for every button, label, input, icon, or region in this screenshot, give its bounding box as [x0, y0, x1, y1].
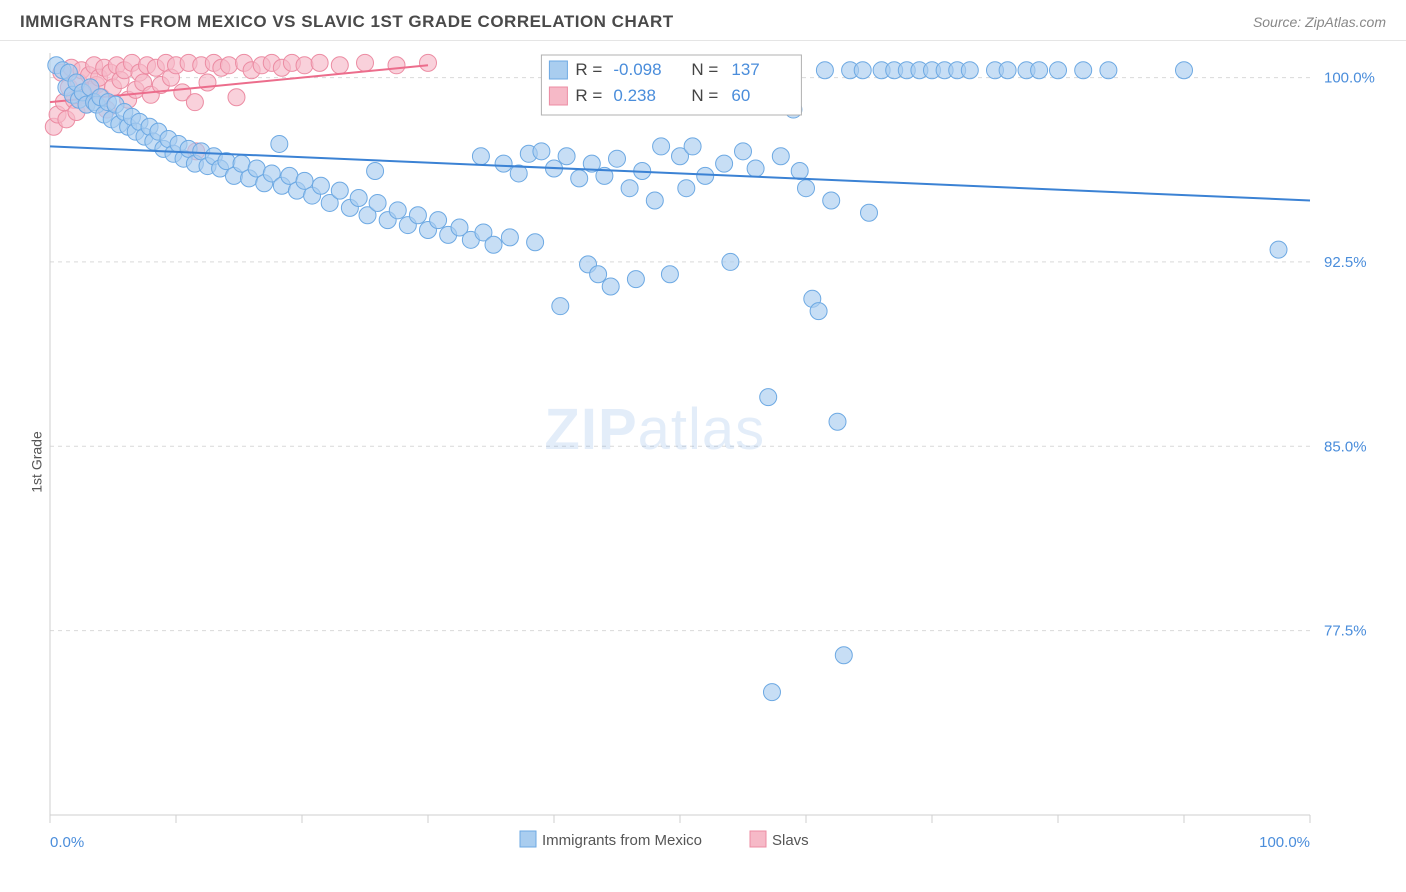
- data-point-mexico: [722, 253, 739, 270]
- data-point-mexico: [716, 155, 733, 172]
- data-point-mexico: [533, 143, 550, 160]
- data-point-mexico: [495, 155, 512, 172]
- data-point-mexico: [1050, 62, 1067, 79]
- data-point-mexico: [760, 389, 777, 406]
- data-point-mexico: [661, 266, 678, 283]
- data-point-mexico: [369, 194, 386, 211]
- data-point-slavs: [331, 57, 348, 74]
- stat-r-value-slavs: 0.238: [613, 86, 656, 105]
- stat-r-label-mexico: R =: [575, 60, 602, 79]
- data-point-mexico: [1031, 62, 1048, 79]
- data-point-mexico: [609, 150, 626, 167]
- data-point-mexico: [835, 647, 852, 664]
- data-point-mexico: [527, 234, 544, 251]
- data-point-mexico: [1270, 241, 1287, 258]
- data-point-slavs: [296, 57, 313, 74]
- data-point-slavs: [228, 89, 245, 106]
- data-point-mexico: [271, 135, 288, 152]
- data-point-mexico: [999, 62, 1016, 79]
- data-point-mexico: [501, 229, 518, 246]
- data-point-mexico: [763, 684, 780, 701]
- data-point-slavs: [186, 94, 203, 111]
- x-tick-label-left: 0.0%: [50, 834, 84, 851]
- data-point-mexico: [823, 192, 840, 209]
- watermark: ZIPatlas: [544, 397, 765, 462]
- legend-label-mexico: Immigrants from Mexico: [542, 832, 702, 849]
- data-point-slavs: [220, 57, 237, 74]
- data-point-slavs: [311, 54, 328, 71]
- chart-source: Source: ZipAtlas.com: [1253, 14, 1386, 30]
- data-point-mexico: [409, 207, 426, 224]
- stat-n-value-mexico: 137: [731, 60, 759, 79]
- y-axis-label: 1st Grade: [29, 431, 45, 492]
- legend-swatch-slavs: [750, 831, 766, 847]
- y-tick-label: 77.5%: [1324, 623, 1367, 640]
- data-point-mexico: [798, 180, 815, 197]
- data-point-mexico: [829, 413, 846, 430]
- data-point-mexico: [678, 180, 695, 197]
- data-point-mexico: [331, 182, 348, 199]
- legend-swatch-mexico: [520, 831, 536, 847]
- data-point-mexico: [472, 148, 489, 165]
- data-point-mexico: [552, 298, 569, 315]
- stat-swatch-mexico: [549, 61, 567, 79]
- data-point-mexico: [810, 303, 827, 320]
- y-tick-label: 92.5%: [1324, 254, 1367, 271]
- data-point-mexico: [747, 160, 764, 177]
- legend-label-slavs: Slavs: [772, 832, 809, 849]
- scatter-chart-svg: 100.0% 92.5% 85.0% 77.5% 0.0% 100.0% ZIPatlas R…: [0, 41, 1406, 883]
- data-point-mexico: [571, 170, 588, 187]
- stat-n-label-slavs: N =: [691, 86, 718, 105]
- stat-r-label-slavs: R =: [575, 86, 602, 105]
- data-point-mexico: [772, 148, 789, 165]
- data-point-mexico: [312, 177, 329, 194]
- stat-n-value-slavs: 60: [731, 86, 750, 105]
- data-point-slavs: [388, 57, 405, 74]
- data-point-mexico: [1100, 62, 1117, 79]
- data-point-mexico: [816, 62, 833, 79]
- chart-area: 1st Grade 100.0%92.5%85.0%77.5%0.0%100.0…: [0, 41, 1406, 883]
- x-tick-label-right: 100.0%: [1259, 834, 1310, 851]
- data-point-mexico: [485, 236, 502, 253]
- data-point-mexico: [350, 190, 367, 207]
- stat-swatch-slavs: [549, 87, 567, 105]
- y-tick-label: 85.0%: [1324, 438, 1367, 455]
- data-point-mexico: [861, 204, 878, 221]
- data-point-mexico: [791, 162, 808, 179]
- data-point-mexico: [430, 212, 447, 229]
- data-point-mexico: [627, 271, 644, 288]
- data-point-mexico: [961, 62, 978, 79]
- y-tick-label: 100.0%: [1324, 70, 1375, 87]
- data-point-mexico: [1075, 62, 1092, 79]
- data-point-slavs: [357, 54, 374, 71]
- data-point-mexico: [697, 167, 714, 184]
- stat-n-label-mexico: N =: [691, 60, 718, 79]
- data-point-slavs: [420, 54, 437, 71]
- data-point-mexico: [558, 148, 575, 165]
- data-point-mexico: [854, 62, 871, 79]
- chart-title: IMMIGRANTS FROM MEXICO VS SLAVIC 1ST GRA…: [20, 12, 674, 32]
- data-point-mexico: [653, 138, 670, 155]
- data-point-mexico: [590, 266, 607, 283]
- data-point-slavs: [199, 74, 216, 91]
- data-point-mexico: [389, 202, 406, 219]
- chart-header: IMMIGRANTS FROM MEXICO VS SLAVIC 1ST GRA…: [0, 0, 1406, 41]
- data-point-mexico: [684, 138, 701, 155]
- stat-r-value-mexico: -0.098: [613, 60, 661, 79]
- data-point-mexico: [1176, 62, 1193, 79]
- data-point-mexico: [602, 278, 619, 295]
- data-point-mexico: [646, 192, 663, 209]
- data-point-mexico: [367, 162, 384, 179]
- data-point-mexico: [621, 180, 638, 197]
- data-point-mexico: [735, 143, 752, 160]
